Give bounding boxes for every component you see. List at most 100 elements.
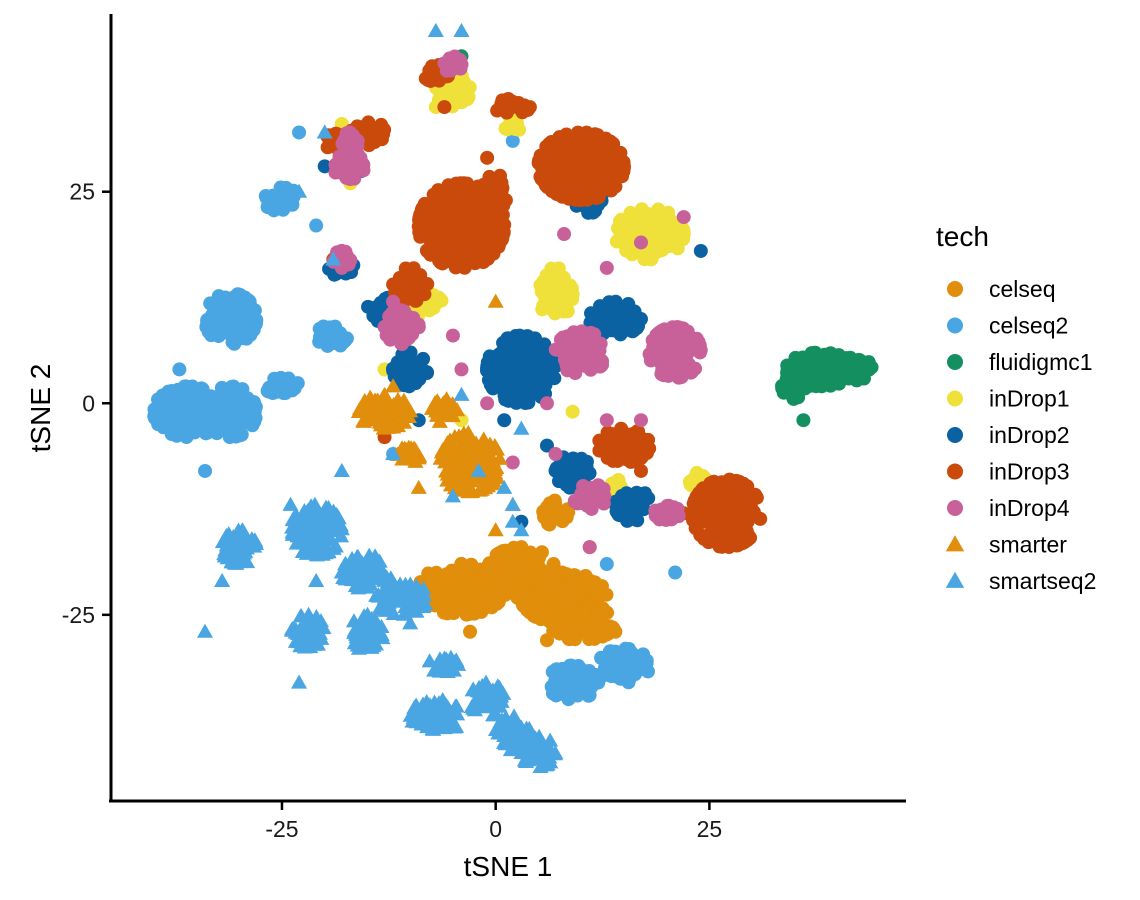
data-point-inDrop4 — [599, 260, 614, 275]
data-point-celseq2 — [571, 659, 586, 674]
data-point-inDrop3 — [555, 169, 570, 184]
data-point-celseq — [515, 585, 530, 600]
data-point-inDrop4 — [557, 227, 572, 242]
data-point-celseq — [534, 568, 549, 583]
data-point-inDrop3 — [712, 479, 727, 494]
data-point-inDrop3 — [533, 169, 548, 184]
data-point-inDrop3 — [753, 511, 768, 526]
data-point-inDrop1 — [669, 237, 684, 252]
data-point-inDrop4 — [383, 332, 398, 347]
data-point-inDrop3 — [693, 528, 708, 543]
data-point-fluidigmc1 — [789, 376, 804, 391]
data-point-inDrop4 — [661, 507, 676, 522]
data-point-inDrop4 — [674, 341, 689, 356]
data-point-celseq — [608, 624, 623, 639]
data-point-celseq2 — [247, 303, 262, 318]
data-point-inDrop3 — [621, 427, 636, 442]
data-point-celseq2 — [179, 428, 194, 443]
data-point-inDrop4 — [657, 322, 672, 337]
data-point-inDrop3 — [486, 246, 501, 261]
data-point-celseq2 — [171, 398, 186, 413]
data-point-inDrop4 — [685, 362, 700, 377]
data-point-smarter — [410, 479, 427, 494]
data-point-celseq — [561, 505, 576, 520]
data-point-inDrop3 — [443, 196, 458, 211]
data-point-inDrop3 — [575, 158, 590, 173]
data-point-inDrop2 — [398, 354, 413, 369]
data-point-celseq — [546, 507, 561, 522]
data-point-celseq2 — [277, 380, 292, 395]
data-point-inDrop4 — [655, 363, 670, 378]
data-point-inDrop4 — [634, 235, 648, 250]
data-point-celseq — [543, 610, 558, 625]
data-point-inDrop4 — [597, 489, 612, 504]
data-point-inDrop4 — [564, 346, 579, 361]
data-point-inDrop3 — [522, 100, 537, 115]
data-point-inDrop3 — [553, 157, 568, 172]
data-point-celseq2 — [609, 669, 624, 684]
data-point-inDrop3 — [592, 179, 607, 194]
data-point-inDrop1 — [609, 234, 624, 249]
data-point-celseq2 — [605, 653, 620, 668]
data-point-celseq — [591, 606, 606, 621]
data-point-celseq — [440, 606, 455, 621]
data-point-inDrop3 — [714, 511, 729, 526]
data-point-inDrop4 — [580, 343, 595, 358]
data-point-inDrop3 — [444, 250, 459, 265]
data-point-celseq2 — [198, 463, 213, 478]
data-point-celseq2 — [328, 319, 343, 334]
data-point-celseq — [539, 633, 554, 648]
data-point-inDrop1 — [652, 204, 667, 219]
data-point-celseq — [467, 606, 482, 621]
data-point-celseq — [596, 586, 611, 601]
data-point-inDrop4 — [386, 294, 401, 309]
data-point-inDrop4 — [345, 128, 360, 143]
data-point-inDrop3 — [716, 535, 731, 550]
data-point-inDrop3 — [366, 122, 381, 137]
data-point-celseq — [528, 609, 543, 624]
data-point-celseq — [565, 585, 580, 600]
data-point-inDrop2 — [634, 489, 649, 504]
data-point-celseq — [575, 605, 590, 620]
data-point-inDrop3 — [637, 437, 652, 452]
data-point-inDrop3 — [460, 187, 475, 202]
data-point-celseq — [531, 551, 546, 566]
data-point-inDrop3 — [501, 97, 516, 112]
data-point-celseq — [482, 560, 497, 575]
data-point-celseq — [571, 617, 586, 632]
data-point-inDrop4 — [352, 162, 367, 177]
data-point-inDrop3 — [718, 523, 733, 538]
data-point-inDrop3 — [590, 143, 605, 158]
data-point-inDrop2 — [578, 464, 593, 479]
data-point-inDrop1 — [541, 278, 556, 293]
data-point-inDrop3 — [405, 272, 420, 287]
data-point-inDrop4 — [548, 447, 563, 462]
data-point-celseq2 — [172, 362, 187, 377]
data-point-inDrop2 — [551, 474, 566, 489]
data-point-inDrop2 — [501, 393, 516, 408]
data-point-celseq2 — [668, 565, 683, 580]
data-point-celseq2 — [599, 557, 614, 572]
data-point-smarter — [487, 522, 504, 537]
data-point-inDrop1 — [623, 220, 638, 235]
data-point-celseq2 — [556, 678, 571, 693]
data-point-inDrop3 — [609, 447, 624, 462]
data-point-celseq2 — [164, 427, 179, 442]
data-point-celseq2 — [277, 196, 292, 211]
data-point-celseq — [583, 573, 598, 588]
data-point-celseq2 — [230, 287, 245, 302]
data-point-celseq2 — [208, 297, 223, 312]
data-point-inDrop3 — [470, 242, 485, 257]
data-point-inDrop4 — [599, 413, 614, 428]
data-point-celseq — [507, 557, 522, 572]
data-point-celseq — [435, 576, 450, 591]
data-point-inDrop4 — [581, 492, 596, 507]
data-point-celseq2 — [314, 332, 329, 347]
data-point-inDrop3 — [462, 203, 477, 218]
data-point-inDrop3 — [437, 100, 452, 115]
data-point-inDrop3 — [731, 533, 746, 548]
data-point-inDrop3 — [731, 474, 746, 489]
data-point-inDrop3 — [485, 177, 500, 192]
data-point-inDrop2 — [403, 374, 418, 389]
